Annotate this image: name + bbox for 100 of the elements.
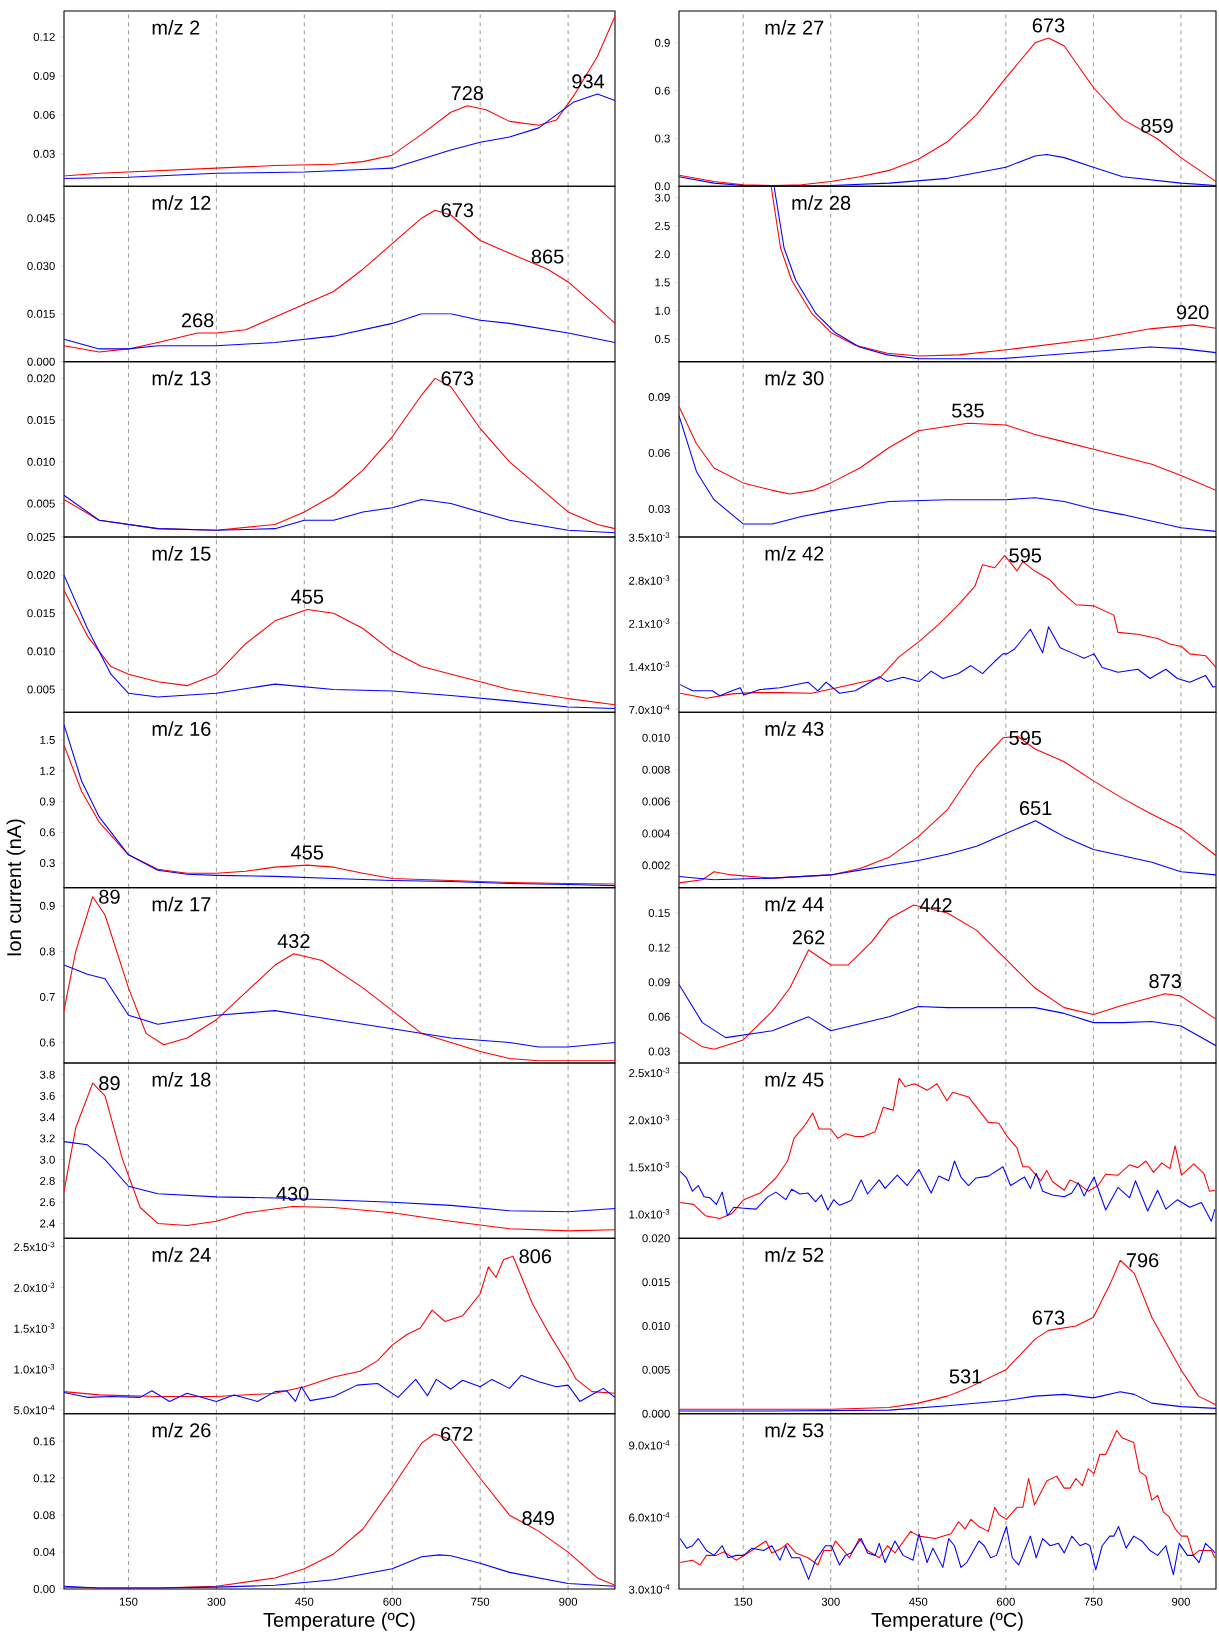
y-tick-label: 0.9 <box>39 797 55 806</box>
annotation: 673 <box>441 371 474 386</box>
y-tick-label: 0.6 <box>39 1038 55 1047</box>
y-tick-label: 0.008 <box>642 765 670 774</box>
chart-title: m/z 24 <box>152 1247 211 1262</box>
y-tick-label: 0.000 <box>642 1409 670 1418</box>
annotation: 673 <box>1032 18 1065 33</box>
y-tick-label: 0.010 <box>27 647 55 656</box>
y-tick-label: 0.9 <box>654 38 670 47</box>
y-tick-label: 3.2 <box>39 1134 55 1143</box>
annotation: 865 <box>531 249 564 264</box>
line-series <box>679 405 1216 495</box>
y-tick-label: 0.030 <box>27 262 55 271</box>
x-tick-label: 300 <box>821 1597 840 1606</box>
y-tick-label: 0.020 <box>27 571 55 580</box>
y-tick-label: 0.005 <box>27 685 55 694</box>
y-tick-label: 0.010 <box>27 457 55 466</box>
line-series <box>679 1526 1216 1580</box>
annotation: 849 <box>522 1511 554 1526</box>
y-tick-label: 0.020 <box>27 374 55 383</box>
y-tick-label: 3.5x10$^{-3}$ <box>628 532 670 542</box>
line-series <box>64 1141 615 1213</box>
y-tick-label: 0.09 <box>33 71 55 80</box>
chart-title: m/z 28 <box>792 195 851 210</box>
y-tick-label: 0.010 <box>642 1321 670 1330</box>
y-tick-label: 0.16 <box>33 1437 55 1446</box>
y-tick-label: 3.0 <box>39 1155 55 1164</box>
annotation: 268 <box>181 313 214 328</box>
y-tick-label: 1.0 <box>655 306 670 315</box>
chart-title: m/z 53 <box>765 1422 824 1438</box>
y-tick-label: 2.8 <box>40 1176 55 1185</box>
y-tick-label: 0.004 <box>642 829 670 838</box>
y-tick-label: 0.015 <box>27 309 55 318</box>
y-tick-label: 0.020 <box>642 1234 670 1243</box>
y-tick-label: 0.00 <box>33 1584 55 1593</box>
annotation: 89 <box>99 1076 120 1091</box>
y-tick-label: 2.0x10$^{-3}$ <box>629 1114 670 1125</box>
x-tick-label: 750 <box>1084 1597 1103 1606</box>
x-tick-label: 150 <box>119 1597 138 1606</box>
y-tick-label: 2.5 <box>655 221 670 230</box>
y-tick-label: 6.0x10$^{-4}$ <box>629 1512 670 1522</box>
y-tick-label: 0.005 <box>642 1365 670 1374</box>
line-series <box>679 1391 1216 1412</box>
annotation: 432 <box>277 933 310 949</box>
x-tick-label: 150 <box>734 1597 753 1606</box>
y-tick-label: 0.12 <box>33 32 55 41</box>
y-tick-label: 3.6 <box>39 1091 55 1100</box>
x-tick-label: 300 <box>207 1597 226 1606</box>
line-series <box>679 37 1216 187</box>
y-tick-label: 0.03 <box>33 149 55 158</box>
annotation: 89 <box>99 889 120 904</box>
annotation: 806 <box>519 1249 552 1264</box>
y-tick-label: 0.005 <box>27 499 55 508</box>
x-tick-label: 900 <box>1172 1597 1190 1606</box>
y-tick-label: 2.1x10$^{-3}$ <box>629 618 670 628</box>
y-tick-label: 5.0x10$^{-4}$ <box>14 1404 55 1415</box>
y-tick-label: 0.002 <box>642 861 670 870</box>
line-series <box>64 1374 615 1402</box>
x-tick-label: 450 <box>909 1597 928 1606</box>
chart-title: m/z 17 <box>152 896 211 912</box>
y-tick-label: 0.015 <box>642 1278 670 1287</box>
y-tick-label: 0.08 <box>33 1511 55 1520</box>
y-tick-label: 2.5x10$^{-3}$ <box>14 1241 55 1252</box>
y-tick-label: 1.5 <box>655 278 670 287</box>
y-tick-label: 0.06 <box>648 1012 670 1021</box>
x-tick-label: 450 <box>295 1597 314 1606</box>
annotation: 442 <box>919 897 952 912</box>
x-tick-label: 900 <box>559 1597 578 1606</box>
chart-title: m/z 43 <box>765 721 824 736</box>
y-tick-label: 0.015 <box>27 609 55 618</box>
annotation: 920 <box>1176 305 1209 320</box>
y-tick-label: 0.7 <box>39 992 55 1001</box>
y-tick-label: 1.0x10$^{-3}$ <box>14 1364 55 1374</box>
y-tick-label: 0.010 <box>642 733 670 742</box>
annotation: 728 <box>451 86 484 101</box>
y-tick-label: 2.0 <box>655 250 670 259</box>
annotation: 455 <box>291 589 324 604</box>
y-tick-label: 0.03 <box>648 505 670 514</box>
y-tick-label: 2.5x10$^{-3}$ <box>629 1067 670 1078</box>
x-tick-label: 600 <box>383 1597 402 1606</box>
annotation: 595 <box>1009 548 1042 563</box>
chart-title: m/z 13 <box>152 370 211 386</box>
y-tick-label: 0.9 <box>39 901 55 910</box>
annotation: 262 <box>792 930 825 945</box>
annotation: 873 <box>1149 974 1182 989</box>
y-tick-label: 0.8 <box>39 947 55 956</box>
annotation: 531 <box>949 1369 982 1384</box>
y-tick-label: 0.3 <box>39 859 55 868</box>
y-tick-label: 0.6 <box>654 86 670 95</box>
annotation: 535 <box>952 403 984 418</box>
chart-title: m/z 30 <box>765 370 824 386</box>
y-tick-label: 2.8x10$^{-3}$ <box>629 575 670 585</box>
annotation: 859 <box>1141 118 1173 133</box>
y-tick-label: 0.12 <box>33 1474 55 1483</box>
y-tick-label: 0.3 <box>654 134 670 143</box>
y-tick-label: 0.025 <box>27 532 55 541</box>
chart-title: m/z 18 <box>152 1071 211 1087</box>
chart-title: m/z 44 <box>765 896 824 912</box>
y-tick-label: 0.006 <box>642 797 670 806</box>
line-series <box>64 1554 615 1589</box>
